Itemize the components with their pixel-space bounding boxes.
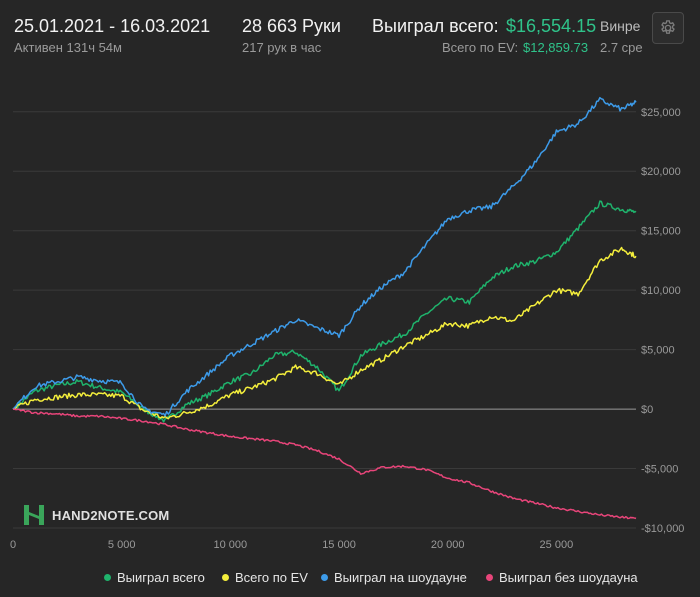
y-tick-label: -$5,000 [641,464,678,476]
legend-label: Выиграл на шоудауне [334,570,467,585]
series-line [12,200,637,423]
active-time: Активен 131ч 54м [14,40,122,55]
profit-chart[interactable]: -$10,000 -$5,000 $0 $5,000 $10,000 $15,000 $20… [0,60,700,565]
hand2note-logo: HAND2NOTE.COM [22,503,169,527]
y-axis-ticks: -$10,000 -$5,000 $0 $5,000 $10,000 $15,000 $20… [641,107,684,535]
stats-header: 25.01.2021 - 16.03.2021 Активен 131ч 54м… [0,0,700,60]
legend-item-ev-total[interactable]: Всего по EV [222,570,308,585]
chart-legend: Выиграл всего Всего по EV Выиграл на шоу… [0,567,700,589]
settings-button[interactable] [652,12,684,44]
x-tick-label: 15 000 [322,539,356,551]
y-tick-label: $5,000 [641,345,675,357]
hand2note-logo-icon [24,505,44,525]
legend-dot [222,574,229,581]
legend-label: Всего по EV [235,570,308,585]
hand2note-logo-text: HAND2NOTE.COM [52,507,170,523]
hands-per-hour: 217 рук в час [242,40,322,55]
y-tick-label: $20,000 [641,166,681,178]
won-total-label: Выиграл всего: [372,16,499,36]
gear-icon [661,20,675,34]
x-tick-label: 25 000 [540,539,574,551]
chart-series [12,96,637,520]
series-line [12,408,637,520]
y-tick-label: $0 [641,404,653,416]
legend-item-showdown[interactable]: Выиграл на шоудауне [321,570,467,585]
ev-total-value: $12,859.73 [523,40,589,55]
legend-dot [104,574,111,581]
legend-dot [321,574,328,581]
winrate-label: Винре [600,18,641,34]
legend-label: Выиграл всего [117,570,205,585]
x-tick-label: 5 000 [108,539,136,551]
y-tick-label: -$10,000 [641,523,684,535]
legend-label: Выиграл без шоудауна [499,570,638,585]
winrate-value: 2.7 сре [600,40,643,55]
x-tick-label: 10 000 [214,539,248,551]
series-line [12,96,637,417]
x-tick-label: 0 [10,539,16,551]
chart-grid [13,111,636,529]
legend-item-non-showdown[interactable]: Выиграл без шоудауна [486,570,638,585]
y-tick-label: $10,000 [641,285,681,297]
won-total-value: $16,554.15 [506,16,597,36]
date-range[interactable]: 25.01.2021 - 16.03.2021 [14,16,211,36]
legend-dot [486,574,493,581]
y-tick-label: $15,000 [641,226,681,238]
series-line [12,246,637,420]
ev-total-label: Всего по EV: [442,40,519,55]
legend-item-won-total[interactable]: Выиграл всего [104,570,205,585]
hands-count: 28 663 Руки [242,16,341,36]
y-tick-label: $25,000 [641,107,681,119]
x-tick-label: 20 000 [431,539,465,551]
x-axis-ticks: 0 5 000 10 000 15 000 20 000 25 000 [10,539,573,551]
